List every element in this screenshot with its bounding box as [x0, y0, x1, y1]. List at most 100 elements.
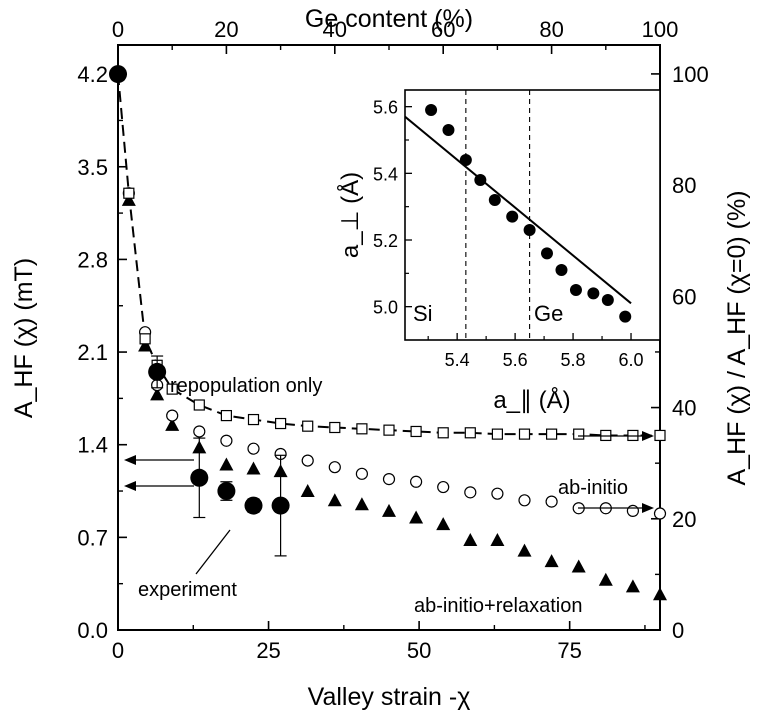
inset-data-point — [474, 174, 487, 186]
inset-data-point — [587, 287, 600, 300]
inset-label-si: Si — [413, 301, 433, 326]
inset-data-point — [523, 224, 536, 236]
y-tick-label: 2.1 — [77, 340, 108, 365]
inset-fit-line — [404, 115, 632, 305]
inset-data-point — [488, 194, 501, 206]
inset-y-tick-label: 5.2 — [373, 231, 398, 251]
repopulation-point — [464, 427, 476, 439]
ab-initio-point — [518, 494, 531, 507]
annotation-repopulation-only: repopulation only — [170, 375, 322, 397]
inset-data-point — [459, 154, 472, 166]
repopulation-point — [545, 428, 558, 440]
ab-initio-point — [464, 486, 477, 499]
inset-y-tick-label: 5.6 — [373, 98, 398, 118]
repopulation-point — [356, 423, 368, 435]
inset-layer: 5.4 5.6 5.8 6.0 5.0 5.2 5.4 5.6 — [373, 90, 644, 370]
x-tick-label: 25 — [256, 638, 280, 663]
repopulation-point — [654, 429, 666, 442]
x-tick-label: 75 — [557, 638, 581, 663]
ab-initio-point — [410, 475, 423, 488]
y-tick-label: 0.7 — [77, 525, 108, 550]
x-tick-label: 50 — [407, 638, 431, 663]
x2-tick-label: 100 — [642, 17, 679, 42]
ab-initio-point — [247, 442, 260, 455]
y2-tick-label: 80 — [672, 173, 696, 198]
inset-x-tick-label: 5.6 — [503, 350, 528, 370]
ab-initio-relaxation-point — [544, 554, 559, 568]
inset-data-point — [425, 104, 438, 116]
ab-initio-point — [545, 495, 558, 508]
inset-x-tick-label: 5.8 — [561, 350, 586, 370]
experiment-point — [244, 496, 263, 515]
ab-initio-point — [193, 425, 206, 438]
inset-x-axis-title: a_∥ (Å) — [493, 386, 570, 414]
arrow-head-right-2 — [642, 503, 654, 513]
ab-initio-point — [220, 434, 233, 447]
x-axis-title: Valley strain -χ — [308, 683, 471, 711]
inset-data-point — [619, 310, 632, 323]
inset-label-ge: Ge — [534, 301, 563, 326]
ab-initio-relaxation-point — [246, 461, 261, 475]
inset-data-point — [442, 124, 455, 136]
x2-tick-label: 40 — [323, 17, 347, 42]
x2-tick-label: 20 — [214, 17, 238, 42]
ab-initio-point — [626, 504, 640, 517]
ab-initio-relaxation-point — [300, 484, 315, 498]
ab-initio-relaxation-point — [653, 587, 667, 601]
ab-initio-relaxation-point — [490, 533, 505, 546]
inset-data-point — [555, 264, 568, 276]
repopulation-point — [410, 425, 422, 438]
main-axes-ticks: 0 25 50 750.00.71.42.12.83.54.20 20 40 60 80 100… — [77, 17, 708, 663]
ab-initio-point — [382, 473, 396, 486]
experiment-point — [109, 65, 127, 84]
repopulation-point — [123, 187, 135, 199]
annotation-ab-initio-relaxation: ab-initio+relaxation — [414, 595, 582, 617]
ab-initio-point — [437, 480, 450, 494]
repopulation-point — [383, 424, 395, 436]
experiment-point — [148, 362, 167, 381]
inset-y-axis-title: a_⊥ (Å) — [336, 172, 364, 258]
annotation-experiment: experiment — [138, 579, 237, 601]
y2-tick-label: 20 — [672, 507, 696, 532]
experiment-point — [271, 496, 290, 515]
ab-initio-point — [355, 467, 368, 480]
ab-initio-point — [166, 409, 179, 422]
x2-axis-title: Ge content (%) — [305, 5, 473, 33]
ab-initio-point — [653, 507, 667, 520]
ab-initio-relaxation-point — [517, 543, 532, 557]
x2-tick-label: 0 — [112, 17, 124, 42]
ab-initio-point — [328, 461, 341, 474]
repopulation-point — [302, 420, 314, 432]
inset-data-point — [506, 210, 519, 223]
inset-y-tick-label: 5.4 — [373, 164, 398, 184]
ab-initio-point — [491, 487, 504, 500]
ab-initio-relaxation-point — [625, 579, 640, 593]
ab-initio-relaxation-point — [138, 338, 153, 352]
y2-axis-title: A_HF (χ) / A_HF (χ=0) (%) — [723, 190, 751, 485]
y2-tick-label: 40 — [672, 396, 696, 421]
repopulation-point — [275, 417, 287, 430]
arrow-head-left-2 — [124, 481, 136, 491]
y-tick-label: 0.0 — [77, 618, 108, 643]
y-tick-label: 4.2 — [77, 62, 108, 87]
annotation-ab-initio: ab-initio — [558, 477, 628, 499]
y2-tick-label: 100 — [672, 62, 709, 87]
ab-initio-relaxation-point — [354, 497, 369, 511]
ab-initio-relaxation-point — [598, 572, 613, 586]
ab-initio-relaxation-point — [150, 387, 165, 401]
ab-initio-relaxation-point — [121, 192, 136, 206]
ab-initio-point — [301, 454, 314, 467]
y-tick-label: 2.8 — [77, 247, 108, 272]
inset-data-point — [601, 294, 614, 306]
y-tick-label: 3.5 — [77, 155, 108, 180]
x2-tick-label: 60 — [431, 17, 455, 42]
ab-initio-relaxation-point — [409, 510, 424, 524]
arrow-head-right-1 — [642, 431, 654, 441]
inset-y-tick-label: 5.0 — [373, 298, 398, 318]
ab-initio-relaxation-point — [463, 533, 478, 546]
inset-data-point — [540, 247, 553, 260]
experiment-point — [190, 468, 209, 487]
y-tick-label: 1.4 — [77, 433, 108, 458]
y2-tick-label: 0 — [672, 618, 684, 643]
